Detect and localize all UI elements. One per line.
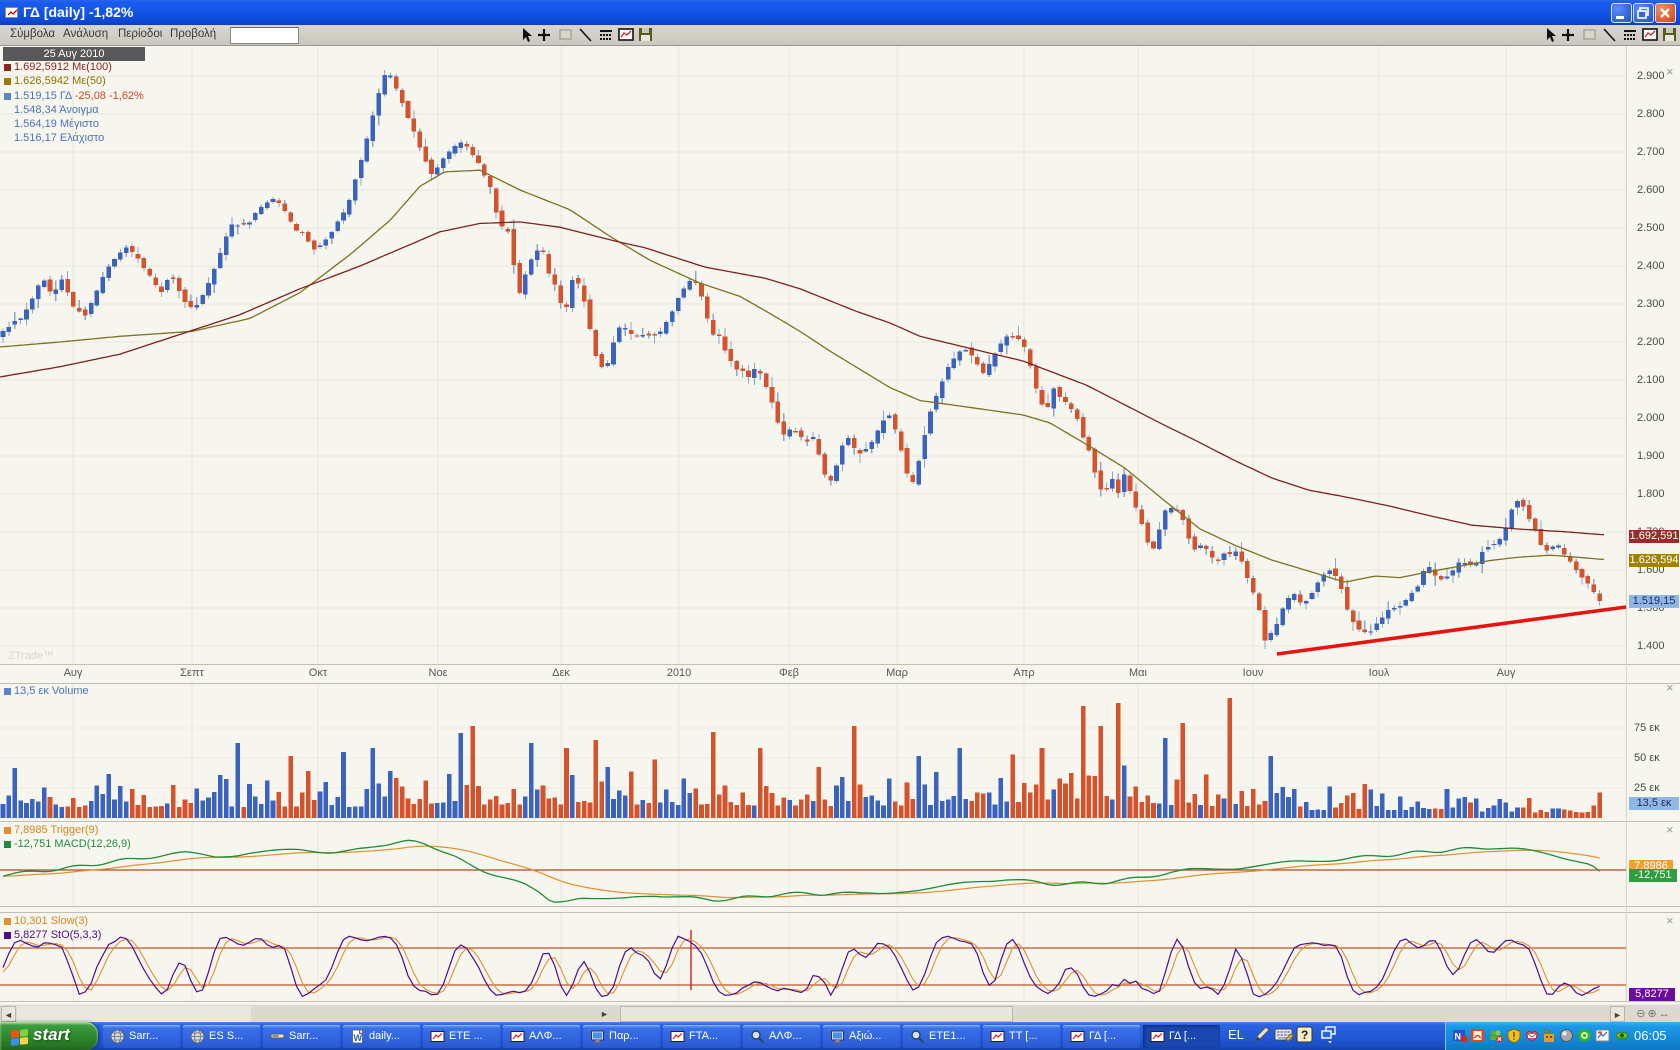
svg-text:N: N bbox=[1455, 1032, 1462, 1042]
svg-text:?: ? bbox=[1301, 1028, 1308, 1042]
svg-text:W: W bbox=[354, 1033, 363, 1043]
